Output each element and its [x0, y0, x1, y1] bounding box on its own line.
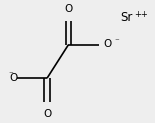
- Text: Sr: Sr: [120, 11, 133, 24]
- Text: O: O: [43, 109, 51, 119]
- Text: ++: ++: [135, 10, 148, 19]
- Text: ⁻: ⁻: [8, 71, 13, 80]
- Text: O: O: [103, 39, 112, 49]
- Text: O: O: [64, 4, 73, 14]
- Text: O: O: [9, 73, 17, 83]
- Text: ⁻: ⁻: [115, 37, 120, 46]
